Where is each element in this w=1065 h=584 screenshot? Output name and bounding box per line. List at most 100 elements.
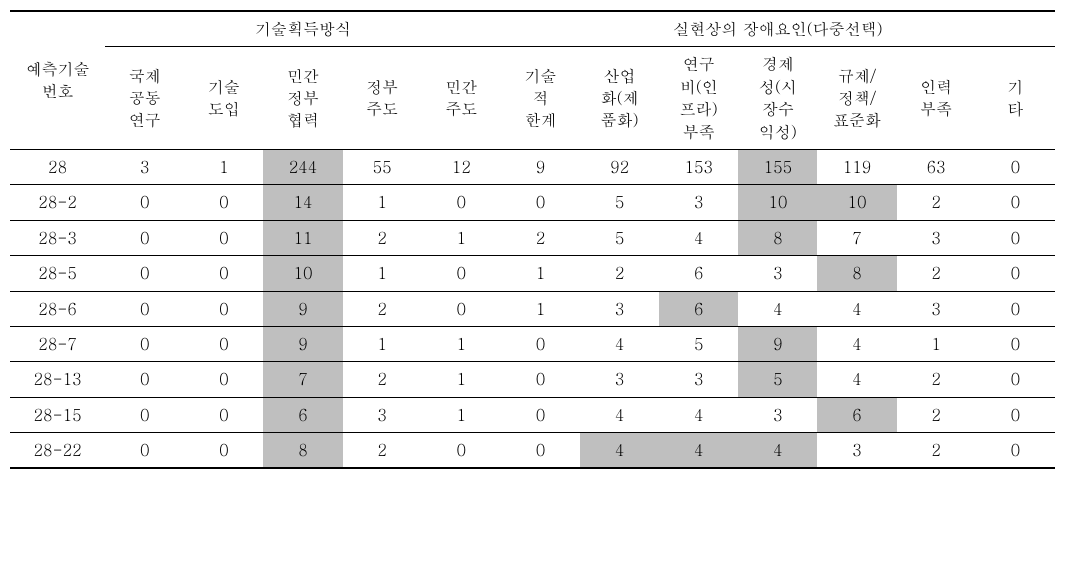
- table-cell: 2: [897, 185, 976, 220]
- table-cell: 0: [184, 185, 263, 220]
- table-cell: 0: [105, 291, 184, 326]
- table-cell: 0: [184, 362, 263, 397]
- table-cell: 0: [105, 397, 184, 432]
- table-cell: 153: [659, 149, 738, 184]
- table-cell: 14: [263, 185, 342, 220]
- sub-header: 연구비(인프라)부족: [659, 47, 738, 150]
- table-cell: 8: [263, 433, 342, 469]
- table-cell: 6: [263, 397, 342, 432]
- sub-header: 인력부족: [897, 47, 976, 150]
- sub-header: 경제성(시장수익성): [738, 47, 817, 150]
- table-cell: 3: [343, 397, 422, 432]
- sub-header: 기술도입: [184, 47, 263, 150]
- table-cell: 2: [580, 256, 659, 291]
- sub-header: 국제공동연구: [105, 47, 184, 150]
- row-label-header-text: 예측기술번호: [14, 58, 101, 103]
- row-label: 28-13: [10, 362, 105, 397]
- table-cell: 1: [422, 362, 501, 397]
- table-cell: 5: [580, 220, 659, 255]
- table-cell: 0: [422, 433, 501, 469]
- table-cell: 0: [105, 256, 184, 291]
- table-cell: 3: [738, 397, 817, 432]
- table-cell: 3: [738, 256, 817, 291]
- table-cell: 8: [817, 256, 896, 291]
- row-label: 28: [10, 149, 105, 184]
- table-cell: 3: [659, 362, 738, 397]
- table-cell: 2: [897, 397, 976, 432]
- table-body: 2831244551299215315511963028-20014100531…: [10, 149, 1055, 468]
- sub-header: 민간주도: [422, 47, 501, 150]
- table-cell: 8: [738, 220, 817, 255]
- row-label: 28-2: [10, 185, 105, 220]
- group-header-row: 예측기술번호 기술획득방식 실현상의 장애요인(다중선택): [10, 11, 1055, 47]
- table-cell: 4: [738, 291, 817, 326]
- table-cell: 1: [343, 256, 422, 291]
- table-cell: 4: [817, 362, 896, 397]
- table-cell: 0: [501, 362, 580, 397]
- table-cell: 9: [263, 291, 342, 326]
- table-cell: 1: [343, 185, 422, 220]
- table-cell: 55: [343, 149, 422, 184]
- row-label-header: 예측기술번호: [10, 11, 105, 149]
- table-cell: 2: [897, 362, 976, 397]
- table-cell: 0: [422, 291, 501, 326]
- table-row: 28-6009201364430: [10, 291, 1055, 326]
- table-cell: 1: [501, 291, 580, 326]
- table-cell: 2: [897, 433, 976, 469]
- table-cell: 0: [976, 220, 1055, 255]
- table-cell: 12: [422, 149, 501, 184]
- sub-header: 기타: [976, 47, 1055, 150]
- table-cell: 0: [501, 433, 580, 469]
- table-cell: 0: [976, 362, 1055, 397]
- table-cell: 0: [976, 326, 1055, 361]
- table-cell: 155: [738, 149, 817, 184]
- table-cell: 0: [105, 185, 184, 220]
- table-cell: 5: [659, 326, 738, 361]
- table-cell: 1: [184, 149, 263, 184]
- sub-header: 민간정부협력: [263, 47, 342, 150]
- table-cell: 2: [343, 362, 422, 397]
- table-cell: 63: [897, 149, 976, 184]
- row-label: 28-7: [10, 326, 105, 361]
- table-cell: 1: [422, 397, 501, 432]
- sub-header: 정부주도: [343, 47, 422, 150]
- table-cell: 9: [263, 326, 342, 361]
- group-header-b: 실현상의 장애요인(다중선택): [501, 11, 1055, 47]
- table-cell: 3: [817, 433, 896, 469]
- row-label: 28-6: [10, 291, 105, 326]
- table-cell: 3: [897, 220, 976, 255]
- table-cell: 0: [184, 291, 263, 326]
- table-cell: 0: [105, 362, 184, 397]
- table-cell: 9: [501, 149, 580, 184]
- table-cell: 0: [422, 185, 501, 220]
- table-cell: 9: [738, 326, 817, 361]
- table-cell: 92: [580, 149, 659, 184]
- table-cell: 0: [976, 256, 1055, 291]
- table-row: 28-2001410053101020: [10, 185, 1055, 220]
- table-cell: 0: [501, 185, 580, 220]
- table-cell: 7: [263, 362, 342, 397]
- table-cell: 6: [659, 291, 738, 326]
- table-cell: 0: [105, 220, 184, 255]
- table-cell: 7: [817, 220, 896, 255]
- table-cell: 4: [580, 397, 659, 432]
- table-cell: 0: [184, 326, 263, 361]
- table-head: 예측기술번호 기술획득방식 실현상의 장애요인(다중선택) 국제공동연구 기술도…: [10, 11, 1055, 149]
- table-cell: 0: [105, 326, 184, 361]
- table-cell: 2: [343, 433, 422, 469]
- table-row: 28-50010101263820: [10, 256, 1055, 291]
- table-cell: 0: [976, 185, 1055, 220]
- table-row: 28312445512992153155119630: [10, 149, 1055, 184]
- table-cell: 244: [263, 149, 342, 184]
- table-cell: 4: [659, 433, 738, 469]
- sub-header-row: 국제공동연구 기술도입 민간정부협력 정부주도 민간주도 기술적한계 산업화(제…: [10, 47, 1055, 150]
- table-cell: 0: [184, 220, 263, 255]
- group-header-a: 기술획득방식: [105, 11, 501, 47]
- table-cell: 1: [422, 326, 501, 361]
- table-cell: 4: [817, 291, 896, 326]
- table-cell: 0: [422, 256, 501, 291]
- row-label: 28-5: [10, 256, 105, 291]
- table-cell: 0: [184, 397, 263, 432]
- table-cell: 4: [659, 397, 738, 432]
- table-cell: 11: [263, 220, 342, 255]
